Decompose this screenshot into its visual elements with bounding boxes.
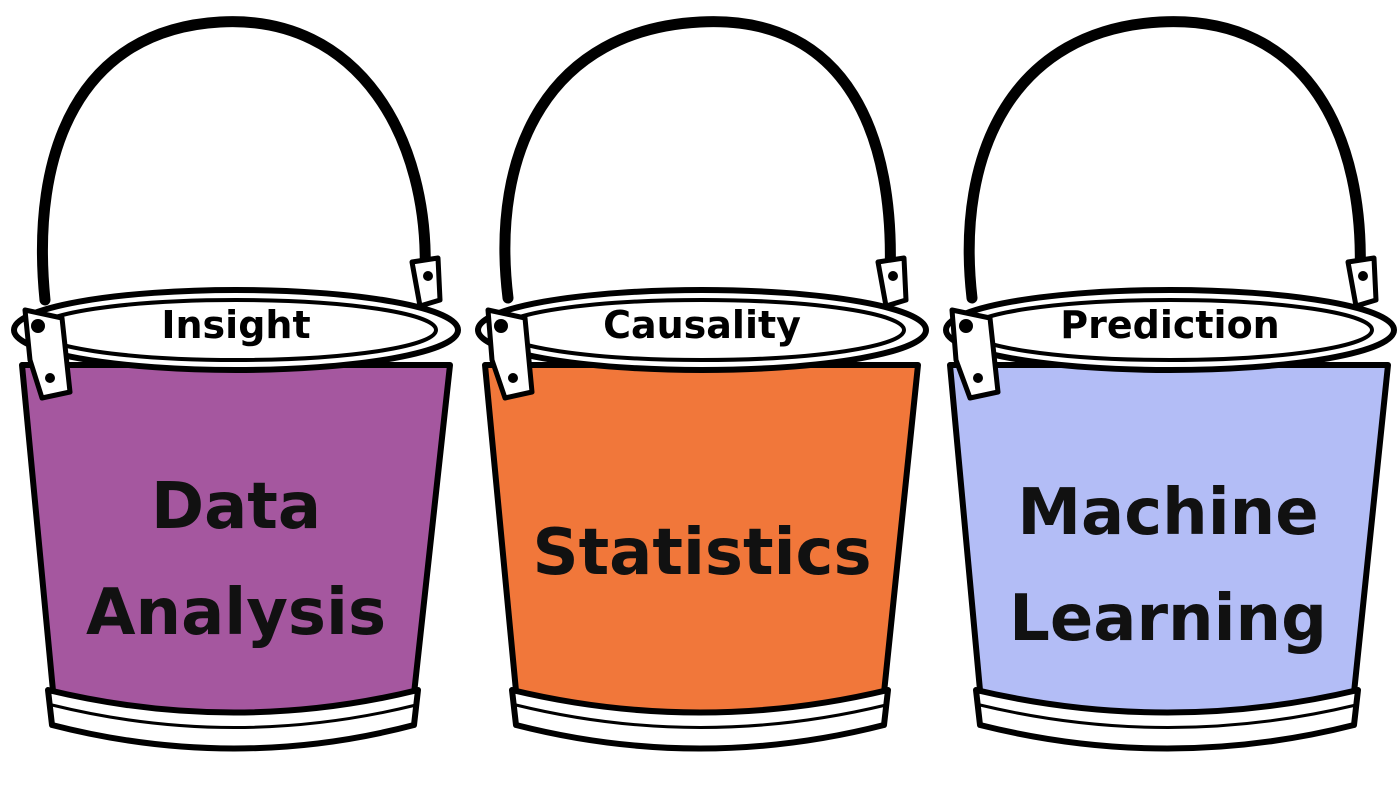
bucket-bracket-left [22, 307, 73, 401]
body-label-line-1: Statistics [532, 516, 871, 590]
bucket-statistics: Causality Statistics [475, 16, 929, 752]
bucket-bracket-right [875, 255, 909, 309]
rim-label: Prediction [1060, 303, 1279, 347]
bucket-bottom-groove [515, 703, 887, 729]
bucket-bottom-band [509, 687, 891, 752]
bucket-handle [963, 16, 1366, 304]
body-label-line-2: Analysis [86, 576, 386, 650]
body-label-line-1: Data [151, 470, 321, 544]
bucket-data-analysis: Insight Data Analysis [11, 16, 461, 752]
bucket-handle [499, 16, 896, 304]
bucket-body [19, 362, 453, 732]
bucket-handle [37, 16, 431, 306]
body-label-line-2: Learning [1009, 582, 1327, 656]
bucket-bottom-band [45, 687, 421, 752]
body-label-line-1: Machine [1017, 476, 1318, 550]
bucket-bottom-groove [979, 703, 1357, 729]
rim-label: Causality [603, 303, 801, 347]
bucket-bracket-left [485, 307, 535, 401]
bucket-bracket-right [409, 255, 443, 309]
bucket-bottom-groove [51, 703, 417, 729]
bucket-bracket-left [949, 307, 1001, 401]
bucket-bottom-band [973, 687, 1361, 752]
bucket-bracket-right [1345, 255, 1379, 309]
rim-label: Insight [161, 303, 310, 347]
bucket-machine-learning: Prediction Machine Learning [943, 16, 1397, 752]
